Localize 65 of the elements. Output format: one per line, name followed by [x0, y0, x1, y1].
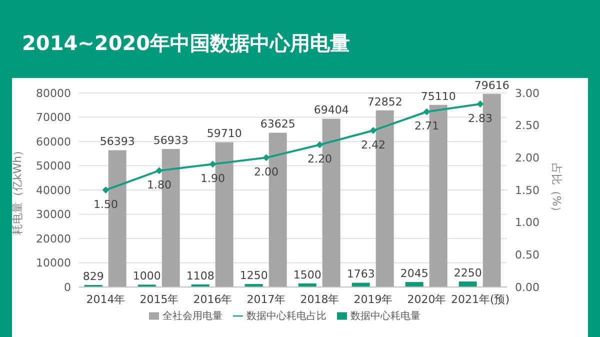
data-label: 1500 — [293, 268, 322, 282]
point — [262, 154, 270, 162]
bar — [405, 282, 424, 287]
legend-label: 全社会用电量 — [162, 311, 222, 322]
data-label: 1250 — [240, 268, 268, 282]
data-label: 2045 — [400, 267, 428, 280]
data-label: 79616 — [474, 78, 510, 92]
data-label: 2.20 — [308, 152, 332, 166]
point — [156, 167, 163, 174]
point — [209, 160, 216, 168]
data-label: 1763 — [346, 268, 375, 281]
point — [476, 100, 484, 108]
y-tick-label: 60000 — [36, 135, 71, 148]
y2-tick-label: 1.50 — [515, 184, 540, 197]
data-label: 59710 — [206, 127, 242, 140]
data-label: 2.00 — [254, 165, 278, 178]
data-label: 63625 — [260, 118, 296, 131]
data-label: 2.71 — [414, 120, 439, 133]
data-label: 56933 — [153, 134, 188, 147]
y2-tick-label: 2.00 — [515, 152, 540, 165]
data-label: 2250 — [454, 266, 482, 280]
y2-tick-label: 0.50 — [515, 248, 540, 262]
point — [316, 141, 324, 148]
data-label: 75110 — [420, 90, 456, 103]
y-tick-label: 40000 — [36, 184, 71, 197]
y-tick-label: 80000 — [36, 86, 71, 100]
bar — [352, 282, 370, 287]
x-tick-label: 2016年 — [193, 292, 232, 306]
x-tick-label: 2021年(预) — [450, 292, 510, 306]
x-tick-label: 2017年 — [246, 292, 286, 306]
bar — [458, 282, 477, 287]
y-tick-label: 30000 — [36, 208, 71, 222]
chart-title: 2014~2020年中国数据中心用电量 — [22, 30, 350, 57]
data-label: 1.50 — [94, 198, 118, 211]
x-tick-label: 2019年 — [354, 292, 393, 306]
y2-tick-label: 3.00 — [515, 86, 540, 100]
y2-axis-title: 占比（%） — [550, 162, 564, 218]
data-label: 1108 — [186, 269, 214, 282]
point — [423, 108, 430, 116]
data-label: 2.42 — [361, 138, 386, 152]
y-tick-label: 50000 — [36, 160, 71, 173]
x-tick-label: 2018年 — [300, 292, 340, 306]
y-tick-label: 10000 — [36, 256, 71, 270]
data-label: 1.80 — [147, 178, 172, 192]
data-label: 1000 — [132, 270, 161, 283]
data-label: 72852 — [367, 95, 402, 108]
x-tick-label: 2020年 — [407, 292, 446, 306]
data-label: 69404 — [314, 104, 349, 117]
x-tick-label: 2014年 — [86, 292, 126, 306]
y-tick-label: 20000 — [36, 232, 71, 246]
y2-tick-label: 0.00 — [515, 280, 540, 294]
data-label: 56393 — [100, 135, 135, 148]
point — [102, 186, 110, 194]
y2-tick-label: 1.00 — [515, 216, 540, 230]
y2-tick-label: 2.50 — [515, 119, 540, 132]
legend-label: 数据中心耗电占比 — [246, 311, 326, 322]
point — [370, 127, 377, 134]
data-label: 829 — [82, 270, 104, 283]
x-tick-label: 2015年 — [140, 292, 179, 306]
y-tick-label: 70000 — [36, 111, 71, 124]
y-tick-label: 0 — [64, 280, 71, 294]
data-label: 2.83 — [468, 112, 492, 125]
legend-label: 数据中心耗电量 — [350, 311, 420, 322]
data-label: 1.90 — [200, 172, 225, 185]
y-axis-title: 耗电量（亿kWh） — [10, 144, 24, 236]
